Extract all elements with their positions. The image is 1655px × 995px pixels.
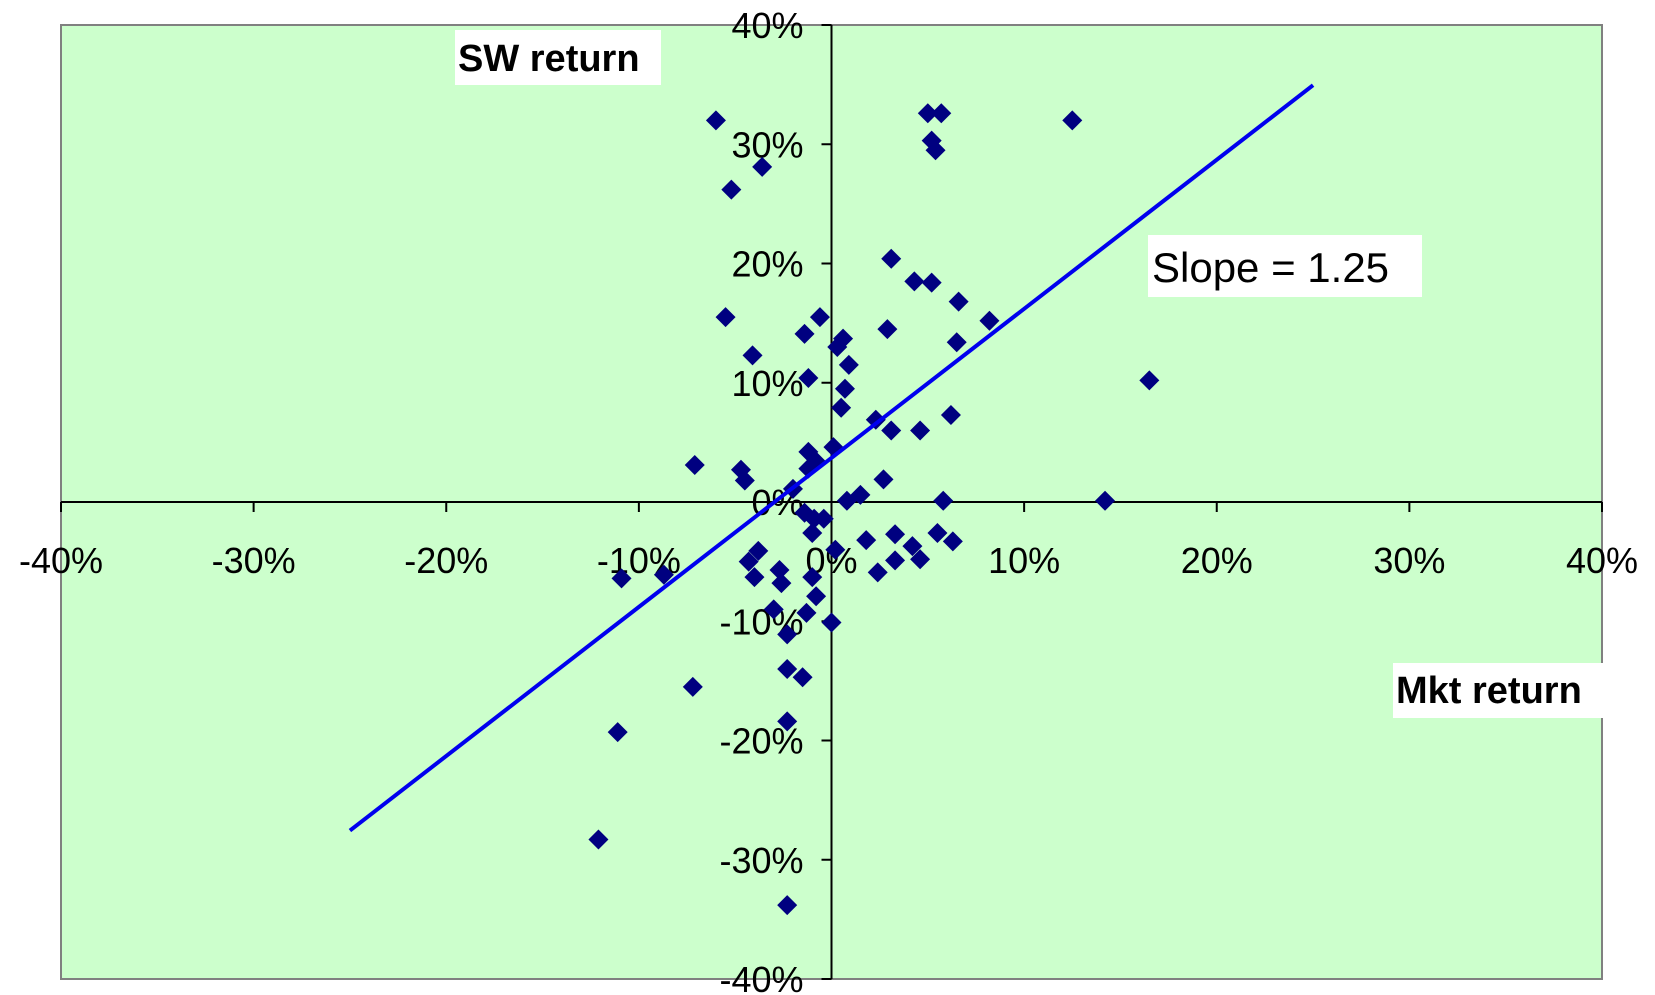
data-point-marker (792, 667, 813, 688)
data-point-marker (813, 508, 834, 529)
data-point-marker (777, 658, 798, 679)
data-point-marker (796, 602, 817, 623)
x-tick-label: 10% (988, 540, 1060, 581)
data-point-marker (1139, 370, 1160, 391)
data-point-marker (821, 612, 842, 633)
x-tick-label: 20% (1181, 540, 1253, 581)
data-point-marker (777, 711, 798, 732)
y-tick-labels: -40%-30%-20%-10%0%10%20%30%40% (719, 5, 803, 995)
data-point-marker (588, 829, 609, 850)
data-point-marker (1095, 490, 1116, 511)
data-point-marker (738, 551, 759, 572)
data-point-marker (946, 332, 967, 353)
data-point-marker (752, 156, 773, 177)
x-tick-label: -30% (212, 540, 296, 581)
data-point-marker (867, 562, 888, 583)
data-point-marker (921, 272, 942, 293)
data-point-marker (744, 567, 765, 588)
data-point-marker (940, 404, 961, 425)
data-point-marker (910, 420, 931, 441)
x-tick-label: -20% (404, 540, 488, 581)
data-point-marker (902, 536, 923, 557)
data-point-marker (802, 523, 823, 544)
y-tick-label: 30% (731, 124, 803, 165)
y-tick-label: 10% (731, 363, 803, 404)
annotation-background (1148, 235, 1422, 297)
y-axis-title: SW return (458, 38, 640, 80)
y-tick-label: 40% (731, 5, 803, 46)
data-point-marker (777, 895, 798, 916)
data-point-marker (927, 523, 948, 544)
data-point-marker (763, 599, 784, 620)
data-point-marker (885, 524, 906, 545)
data-point-marker (931, 103, 952, 124)
x-tick-label: 30% (1373, 540, 1445, 581)
data-point-marker (802, 567, 823, 588)
data-point-marker (806, 586, 827, 607)
data-point-marker (748, 540, 769, 561)
data-point-marker (705, 110, 726, 131)
data-point-marker (794, 323, 815, 344)
data-point-marker (910, 549, 931, 570)
data-point-marker (771, 573, 792, 594)
data-point-marker (881, 248, 902, 269)
data-point-marker (742, 345, 763, 366)
data-point-marker (798, 367, 819, 388)
data-point-marker (856, 530, 877, 551)
data-point-marker (979, 310, 1000, 331)
data-point-marker (769, 559, 790, 580)
x-tick-labels: -40% -30% -20% -10% 0% 10% 20% 30% 40% (19, 540, 1638, 581)
data-point-marker (834, 378, 855, 399)
data-point-marker (873, 469, 894, 490)
data-point-marker (684, 455, 705, 476)
data-point-marker (836, 490, 857, 511)
data-point-marker (881, 420, 902, 441)
data-point-marker (877, 319, 898, 340)
data-point-marker (777, 624, 798, 645)
data-point-marker (885, 550, 906, 571)
data-points (588, 103, 1160, 916)
data-point-marker (838, 354, 859, 375)
data-point-marker (809, 307, 830, 328)
data-point-marker (1062, 110, 1083, 131)
y-tick-label: 20% (731, 244, 803, 285)
data-point-marker (715, 307, 736, 328)
slope-annotation: Slope = 1.25 (1152, 244, 1389, 291)
data-point-marker (865, 409, 886, 430)
data-point-marker (933, 490, 954, 511)
data-point-marker (925, 140, 946, 161)
ylabel-background (455, 30, 661, 85)
data-point-marker (653, 564, 674, 585)
data-point-marker (734, 470, 755, 491)
data-point-marker (682, 676, 703, 697)
data-point-marker (611, 568, 632, 589)
data-point-marker (607, 722, 628, 743)
axes (60, 24, 1603, 980)
data-point-marker (831, 397, 852, 418)
data-point-marker (942, 531, 963, 552)
data-point-marker (825, 539, 846, 560)
x-tick-label: -40% (19, 540, 103, 581)
y-tick-label: -30% (719, 840, 803, 881)
x-axis-title: Mkt return (1396, 670, 1582, 712)
xlabel-background (1393, 663, 1611, 718)
x-tick-label: 40% (1566, 540, 1638, 581)
y-tick-label: -40% (719, 959, 803, 995)
trendline (348, 83, 1315, 833)
data-point-marker (948, 291, 969, 312)
data-point-marker (904, 271, 925, 292)
data-point-marker (827, 336, 848, 357)
data-point-marker (917, 103, 938, 124)
data-point-marker (721, 179, 742, 200)
